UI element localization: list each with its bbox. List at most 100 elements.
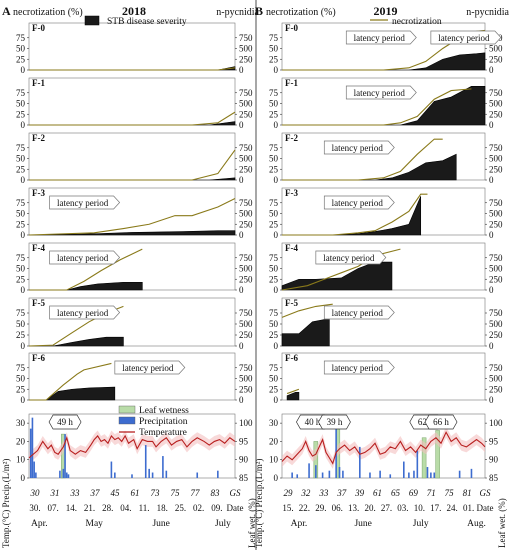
left-tick-label: 0 xyxy=(21,230,26,240)
gs-tick-label: 71 xyxy=(427,488,436,498)
weather-legend-swatch xyxy=(118,416,136,425)
gs-tick-label: 29 xyxy=(284,488,294,498)
right-tick-label: 500 xyxy=(489,99,503,109)
left-tick-label: 50 xyxy=(269,374,279,384)
left-tick-label: 75 xyxy=(269,88,279,98)
date-tick-label: 06. xyxy=(332,503,343,513)
right-tick-label: 0 xyxy=(489,65,494,75)
weather-right-tick-label: 85 xyxy=(489,473,499,483)
precipitation-bar xyxy=(151,472,154,478)
weather-left-tick-label: 0 xyxy=(274,473,279,483)
necrotization-line xyxy=(29,248,143,291)
precipitation-bar xyxy=(413,470,415,478)
right-tick-label: 0 xyxy=(239,175,244,185)
panel-letter: A xyxy=(2,4,11,18)
left-tick-label: 25 xyxy=(16,274,26,284)
weather-left-tick-label: 30 xyxy=(16,418,26,428)
leaf-label: F-1 xyxy=(285,78,298,88)
temperature-line xyxy=(28,434,236,459)
panel-year: 2018 xyxy=(122,4,146,18)
left-tick-label: 25 xyxy=(16,164,26,174)
precipitation-bar xyxy=(110,461,113,478)
latency-box xyxy=(345,85,417,100)
severity-area xyxy=(29,336,124,347)
gs-tick-label: 81 xyxy=(463,488,472,498)
leaf-label: F-3 xyxy=(285,188,298,198)
left-tick-label: 75 xyxy=(269,253,279,263)
severity-area xyxy=(281,261,393,291)
weather-right-tick-label: 100 xyxy=(489,418,503,428)
latency-label: latency period xyxy=(323,253,375,263)
left-tick-label: 0 xyxy=(274,285,279,295)
left-tick-label: 0 xyxy=(21,120,26,130)
leaf-frame xyxy=(28,77,236,126)
gs-tick-label: 37 xyxy=(336,488,347,498)
necrotization-line xyxy=(29,67,236,71)
weather-left-tick-label: 20 xyxy=(16,436,26,446)
right-tick-label: 500 xyxy=(239,99,253,109)
precipitation-bar xyxy=(196,472,199,478)
right-tick-label: 500 xyxy=(239,374,253,384)
left-tick-label: 75 xyxy=(16,363,26,373)
weather-y-label: Temp.(°C) Precip.(L/m²) xyxy=(1,459,11,548)
precipitation-bar xyxy=(29,428,32,478)
severity-area xyxy=(282,52,486,71)
right-tick-label: 250 xyxy=(239,109,253,119)
precipitation-bar xyxy=(131,474,133,478)
left-tick-label: 50 xyxy=(16,154,26,164)
month-label: July xyxy=(215,519,231,529)
left-tick-label: 75 xyxy=(16,88,26,98)
left-tick-label: 50 xyxy=(16,264,26,274)
wetness-callout xyxy=(424,414,458,430)
gs-tick-label: 33 xyxy=(70,488,81,498)
precipitation-bar xyxy=(296,474,299,478)
right-tick-label: 750 xyxy=(239,363,253,373)
right-tick-label: 750 xyxy=(239,143,253,153)
precipitation-bar xyxy=(426,467,429,478)
weather-left-tick-label: 20 xyxy=(269,436,279,446)
left-tick-label: 50 xyxy=(16,209,26,219)
wetness-callout-label: 66 h xyxy=(433,417,449,427)
month-label: May xyxy=(86,519,104,529)
right-tick-label: 250 xyxy=(489,219,503,229)
leaf-label: F-1 xyxy=(32,78,45,88)
right-tick-label: 750 xyxy=(239,33,253,43)
right-tick-label: 250 xyxy=(489,164,503,174)
left-tick-label: 50 xyxy=(269,264,279,274)
weather-right-tick-label: 90 xyxy=(239,455,249,465)
temperature-band xyxy=(282,426,485,469)
wetness-callout-label: 39 h xyxy=(327,417,343,427)
left-tick-label: 50 xyxy=(16,44,26,54)
leaf-label: F-3 xyxy=(32,188,45,198)
left-tick-label: 50 xyxy=(269,44,279,54)
wetness-callout-label: 49 h xyxy=(57,417,73,427)
right-tick-label: 0 xyxy=(239,341,244,351)
weather-chart: 0 85 10 90 20 95 30 100 49 h Leaf wetnessPrecipit… xyxy=(1,405,257,548)
gs-tick-label: 33 xyxy=(318,488,329,498)
weather-left-tick-label: 10 xyxy=(269,455,279,465)
right-tick-label: 500 xyxy=(489,319,503,329)
right-tick-label: 750 xyxy=(489,253,503,263)
precipitation-bar xyxy=(62,468,65,478)
month-label: June xyxy=(152,519,169,529)
precipitation-bar xyxy=(162,456,164,478)
left-tick-label: 0 xyxy=(274,175,279,185)
weather-left-tick-label: 30 xyxy=(269,418,279,428)
latency-box xyxy=(323,140,395,155)
date-tick-label: 14. xyxy=(66,503,77,513)
necrotization-line xyxy=(282,138,443,181)
left-tick-label: 75 xyxy=(269,308,279,318)
right-tick-label: 0 xyxy=(239,65,244,75)
latency-box xyxy=(49,305,121,320)
right-tick-label: 250 xyxy=(239,274,253,284)
precipitation-bar xyxy=(315,465,317,478)
necrotization-line xyxy=(29,362,112,401)
latency-box xyxy=(315,250,387,265)
right-tick-label: 750 xyxy=(239,198,253,208)
leaf-label: F-6 xyxy=(285,353,298,363)
